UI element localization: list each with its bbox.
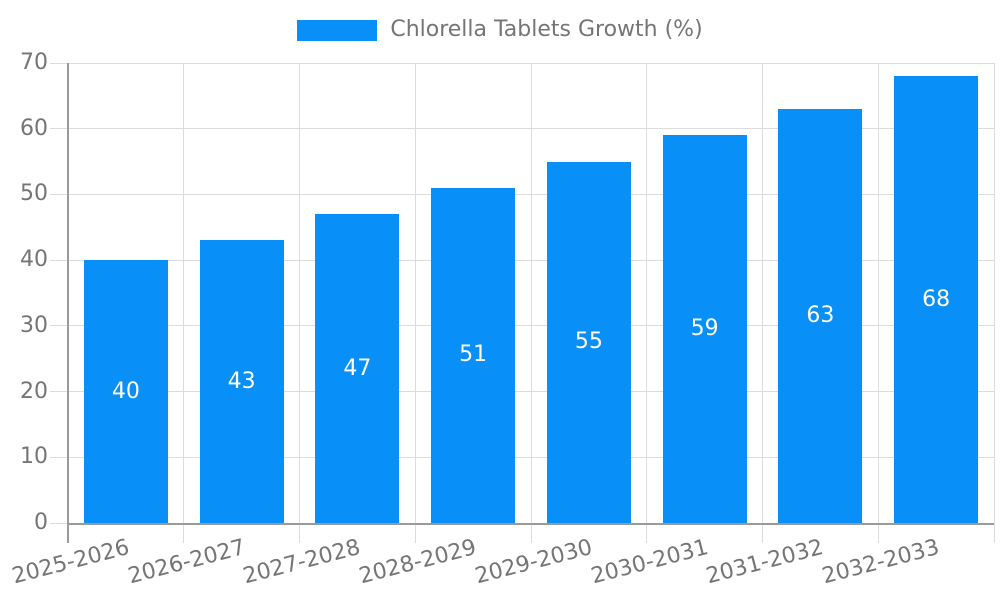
v-gridline: [299, 63, 300, 543]
bar-value-label: 51: [459, 342, 488, 368]
v-gridline: [183, 63, 185, 543]
bar[interactable]: 59: [662, 135, 747, 523]
bar-value-label: 43: [227, 368, 256, 394]
v-gridline: [877, 63, 879, 543]
h-gridline: [50, 259, 994, 261]
v-gridline: [762, 63, 763, 543]
h-gridline: [50, 128, 994, 130]
bar[interactable]: 47: [315, 214, 400, 523]
x-tick-label: 2030-2031: [588, 535, 711, 590]
legend-swatch: [297, 19, 378, 41]
bar[interactable]: 51: [431, 187, 516, 523]
v-gridline: [646, 63, 648, 543]
bar[interactable]: 40: [83, 260, 168, 523]
x-tick-label: 2028-2029: [356, 535, 480, 590]
h-gridline: [50, 193, 994, 195]
y-axis-line: [67, 63, 69, 543]
bar[interactable]: 68: [894, 76, 979, 523]
v-gridline: [530, 63, 532, 543]
v-gridline: [414, 63, 416, 543]
x-tick-label: 2031-2032: [704, 535, 827, 590]
x-axis-line: [67, 523, 994, 525]
bar-value-label: 59: [690, 316, 719, 342]
y-tick-label: 30: [20, 312, 48, 338]
legend[interactable]: Chlorella Tablets Growth (%): [0, 14, 1000, 46]
bar[interactable]: 55: [546, 161, 631, 523]
bar-value-label: 55: [574, 329, 603, 355]
v-gridline: [993, 63, 995, 543]
x-tick-label: 2029-2030: [472, 535, 595, 590]
y-tick-label: 10: [20, 444, 48, 470]
x-tick-label: 2026-2027: [125, 535, 248, 590]
y-tick-label: 60: [20, 115, 48, 141]
y-tick-label: 50: [20, 181, 48, 207]
legend-label: Chlorella Tablets Growth (%): [390, 17, 703, 42]
h-gridline: [50, 456, 994, 458]
y-tick-label: 70: [20, 50, 48, 75]
h-gridline: [50, 325, 994, 327]
h-gridline: [50, 391, 994, 393]
x-tick-label: 2032-2033: [819, 535, 943, 590]
bar[interactable]: 43: [199, 240, 284, 523]
h-gridline: [50, 62, 994, 64]
x-tick-label: 2027-2028: [241, 535, 364, 590]
bar[interactable]: 63: [778, 109, 863, 523]
bar-value-label: 68: [922, 286, 951, 312]
y-tick-label: 20: [20, 378, 48, 404]
bar-value-label: 47: [343, 355, 372, 381]
x-tick-label: 2025-2026: [9, 535, 132, 590]
bar-value-label: 40: [111, 378, 140, 404]
y-tick-label: 40: [20, 247, 48, 273]
y-tick-label: 0: [34, 510, 48, 535]
bar-value-label: 63: [806, 303, 835, 328]
